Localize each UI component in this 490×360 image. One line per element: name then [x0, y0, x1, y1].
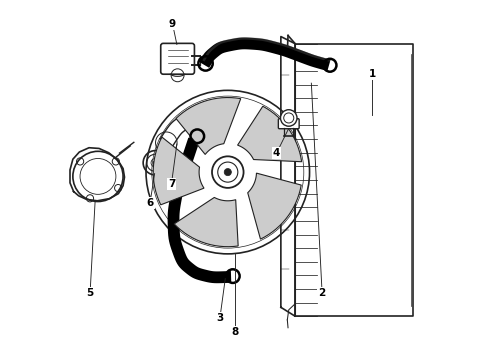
Text: 5: 5	[86, 288, 94, 298]
Circle shape	[280, 110, 297, 126]
Text: 9: 9	[169, 19, 176, 29]
Text: 7: 7	[168, 179, 175, 189]
Text: 2: 2	[318, 288, 326, 298]
Text: 3: 3	[216, 313, 223, 323]
Text: 1: 1	[368, 69, 376, 79]
Polygon shape	[248, 173, 301, 239]
Polygon shape	[153, 137, 204, 205]
Text: 4: 4	[273, 148, 280, 158]
Circle shape	[153, 161, 157, 165]
Polygon shape	[176, 98, 241, 154]
Polygon shape	[238, 106, 302, 162]
FancyBboxPatch shape	[278, 119, 299, 129]
Text: 6: 6	[147, 198, 153, 208]
Text: 8: 8	[231, 327, 239, 337]
Circle shape	[212, 156, 244, 188]
Polygon shape	[174, 197, 238, 247]
Circle shape	[224, 168, 231, 176]
